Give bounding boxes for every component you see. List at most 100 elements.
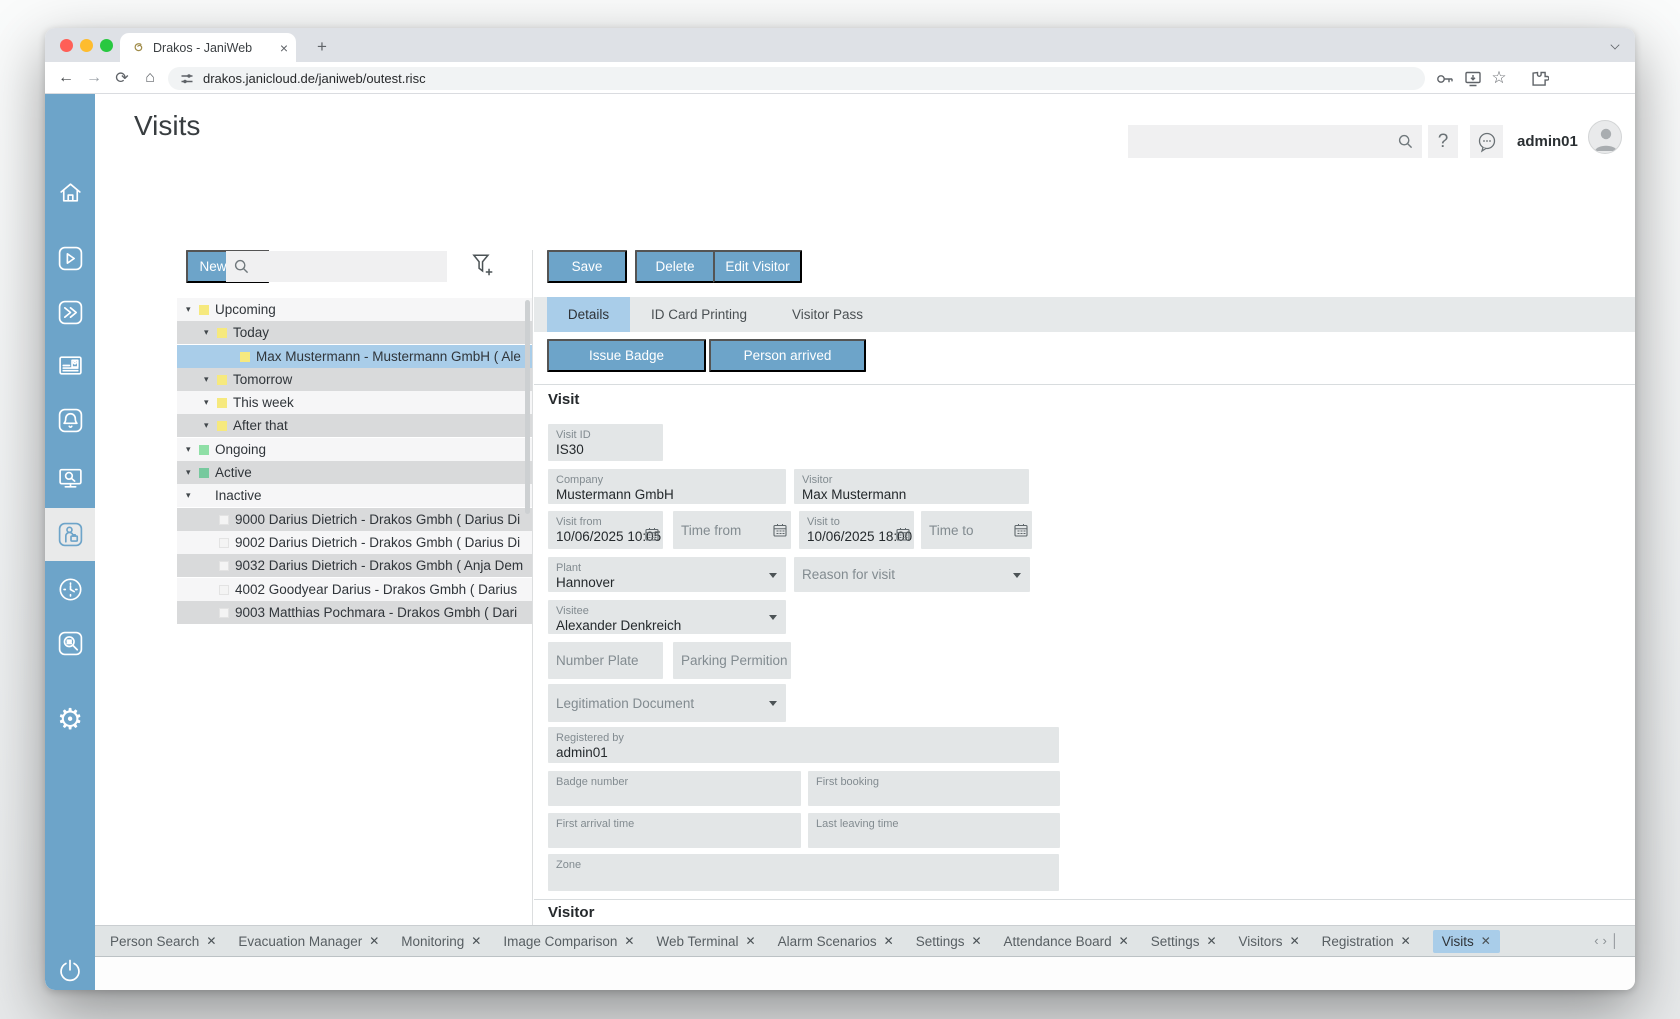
edit-visitor-button[interactable]: Edit Visitor xyxy=(713,250,802,283)
visit-id-field[interactable]: Visit ID IS30 xyxy=(548,424,663,461)
tree-item-visit[interactable]: 9003 Matthias Pochmara - Drakos Gmbh ( D… xyxy=(177,601,532,624)
visit-from-field[interactable]: Visit from 10/06/2025 10:05 xyxy=(548,511,663,549)
window-maximize-button[interactable] xyxy=(100,39,113,52)
browser-tab[interactable]: Drakos - JaniWeb × xyxy=(120,33,296,62)
close-icon[interactable]: ✕ xyxy=(883,934,894,948)
bookmark-star-icon[interactable]: ☆ xyxy=(1491,68,1507,87)
module-tab-settings[interactable]: Settings ✕ xyxy=(915,933,982,949)
close-icon[interactable]: ✕ xyxy=(745,934,756,948)
visitor-field[interactable]: Visitor Max Mustermann xyxy=(794,469,1029,504)
person-arrived-button[interactable]: Person arrived xyxy=(709,339,866,372)
chevron-down-icon[interactable]: ▾ xyxy=(186,304,191,314)
module-tab-person-search[interactable]: Person Search ✕ xyxy=(110,933,217,949)
reason-for-visit-select[interactable]: Reason for visit xyxy=(794,557,1030,592)
chevron-down-icon[interactable]: ▾ xyxy=(186,490,191,500)
dropdown-caret-icon[interactable] xyxy=(769,615,777,620)
dropdown-caret-icon[interactable] xyxy=(769,701,777,706)
back-button[interactable]: ← xyxy=(58,69,74,86)
password-key-icon[interactable] xyxy=(1436,70,1454,88)
tree-item-visit[interactable]: 9002 Darius Dietrich - Drakos Gmbh ( Dar… xyxy=(177,531,532,554)
tree-group-today[interactable]: ▾ Today xyxy=(177,321,532,344)
dropdown-caret-icon[interactable] xyxy=(1013,572,1021,578)
close-icon[interactable]: ✕ xyxy=(1118,934,1129,948)
close-icon[interactable]: ✕ xyxy=(471,934,482,948)
visit-search-input[interactable] xyxy=(226,251,447,282)
module-tab-image-comparison[interactable]: Image Comparison ✕ xyxy=(503,933,635,949)
calendar-icon[interactable] xyxy=(773,523,787,537)
sidebar-item-id-cards[interactable] xyxy=(45,343,95,387)
tab-close-icon[interactable]: × xyxy=(279,39,288,56)
close-icon[interactable]: ✕ xyxy=(1400,934,1411,948)
time-to-field[interactable]: Time to xyxy=(921,511,1032,549)
chevron-down-icon[interactable]: ▾ xyxy=(186,444,191,454)
feedback-button[interactable] xyxy=(1470,125,1503,158)
tree-group-ongoing[interactable]: ▾ Ongoing xyxy=(177,438,532,461)
sidebar-item-visitors[interactable] xyxy=(45,508,95,561)
close-icon[interactable]: ✕ xyxy=(971,934,982,948)
calendar-icon[interactable] xyxy=(1014,523,1028,537)
save-button[interactable]: Save xyxy=(547,250,627,283)
legitimation-document-select[interactable]: Legitimation Document xyxy=(548,684,786,722)
close-icon[interactable]: ✕ xyxy=(1206,934,1217,948)
module-tab-visits-active[interactable]: Visits ✕ xyxy=(1432,929,1500,953)
chevron-down-icon[interactable]: ▾ xyxy=(204,397,209,407)
tree-group-active[interactable]: ▾ Active xyxy=(177,461,532,484)
module-tab-registration[interactable]: Registration ✕ xyxy=(1321,933,1411,949)
module-tab-monitoring[interactable]: Monitoring ✕ xyxy=(401,933,482,949)
left-panel-scrollbar[interactable] xyxy=(525,300,530,514)
home-button[interactable]: ⌂ xyxy=(145,69,155,86)
issue-badge-button[interactable]: Issue Badge xyxy=(547,339,706,372)
sidebar-item-monitoring[interactable] xyxy=(45,456,95,500)
address-bar[interactable]: drakos.janicloud.de/janiweb/outest.risc xyxy=(168,67,1425,90)
new-tab-button[interactable]: + xyxy=(317,37,327,56)
module-tab-alarm-scenarios[interactable]: Alarm Scenarios ✕ xyxy=(777,933,894,949)
first-booking-field[interactable]: First booking xyxy=(808,771,1060,806)
calendar-icon[interactable] xyxy=(896,527,910,541)
close-icon[interactable]: ✕ xyxy=(624,934,635,948)
first-arrival-time-field[interactable]: First arrival time xyxy=(548,813,801,848)
module-tab-evacuation-manager[interactable]: Evacuation Manager ✕ xyxy=(238,933,380,949)
module-tab-visitors[interactable]: Visitors ✕ xyxy=(1238,933,1300,949)
tree-group-inactive[interactable]: ▾ Inactive xyxy=(177,484,532,507)
sidebar-item-home[interactable] xyxy=(45,170,95,214)
tab-id-card-printing[interactable]: ID Card Printing xyxy=(650,307,748,322)
module-tab-web-terminal[interactable]: Web Terminal ✕ xyxy=(656,933,756,949)
tree-item-visit[interactable]: 9032 Darius Dietrich - Drakos Gmbh ( Anj… xyxy=(177,554,532,577)
tree-group-after-that[interactable]: ▾ After that xyxy=(177,414,532,437)
window-minimize-button[interactable] xyxy=(80,39,93,52)
parking-permission-field[interactable]: Parking Permition xyxy=(673,642,791,679)
plant-select[interactable]: Plant Hannover xyxy=(548,557,786,592)
time-from-field[interactable]: Time from xyxy=(673,511,791,549)
tab-visitor-pass[interactable]: Visitor Pass xyxy=(791,307,864,322)
chevron-down-icon[interactable]: ▾ xyxy=(204,420,209,430)
company-field[interactable]: Company Mustermann GmbH xyxy=(548,469,786,504)
tab-search-chevron-icon[interactable] xyxy=(1610,40,1620,50)
visit-to-field[interactable]: Visit to 10/06/2025 18:00 xyxy=(799,511,914,549)
module-tab-attendance-board[interactable]: Attendance Board ✕ xyxy=(1003,933,1129,949)
reload-button[interactable]: ⟳ xyxy=(115,70,129,87)
registered-by-field[interactable]: Registered by admin01 xyxy=(548,727,1059,763)
close-icon[interactable]: ✕ xyxy=(369,934,380,948)
sidebar-item-fast-checkin[interactable] xyxy=(45,290,95,334)
sidebar-item-alarms[interactable] xyxy=(45,398,95,442)
global-search-input[interactable] xyxy=(1128,125,1422,158)
window-close-button[interactable] xyxy=(60,39,73,52)
help-button[interactable]: ? xyxy=(1428,125,1458,158)
chevron-down-icon[interactable]: ▾ xyxy=(204,327,209,337)
sidebar-item-settings[interactable]: ⚙ xyxy=(45,698,95,742)
tree-group-upcoming[interactable]: ▾ Upcoming xyxy=(177,298,532,321)
sidebar-item-logout[interactable] xyxy=(45,949,95,990)
tab-details[interactable]: Details xyxy=(547,297,630,332)
visitee-select[interactable]: Visitee Alexander Denkreich xyxy=(548,600,786,634)
zone-field[interactable]: Zone xyxy=(548,854,1059,891)
close-icon[interactable]: ✕ xyxy=(1289,934,1300,948)
tree-item-visit[interactable]: 4002 Goodyear Darius - Drakos Gmbh ( Dar… xyxy=(177,578,532,601)
chevron-down-icon[interactable]: ▾ xyxy=(186,467,191,477)
delete-button[interactable]: Delete xyxy=(635,250,715,283)
tree-item-visit-selected[interactable]: Max Mustermann - Mustermann GmbH ( Ale xyxy=(177,345,532,368)
last-leaving-time-field[interactable]: Last leaving time xyxy=(808,813,1060,848)
tree-group-tomorrow[interactable]: ▾ Tomorrow xyxy=(177,368,532,391)
extensions-puzzle-icon[interactable] xyxy=(1531,70,1549,88)
tab-scroll-icons[interactable]: ‹›│ xyxy=(1594,933,1623,948)
module-tab-settings-2[interactable]: Settings ✕ xyxy=(1150,933,1217,949)
